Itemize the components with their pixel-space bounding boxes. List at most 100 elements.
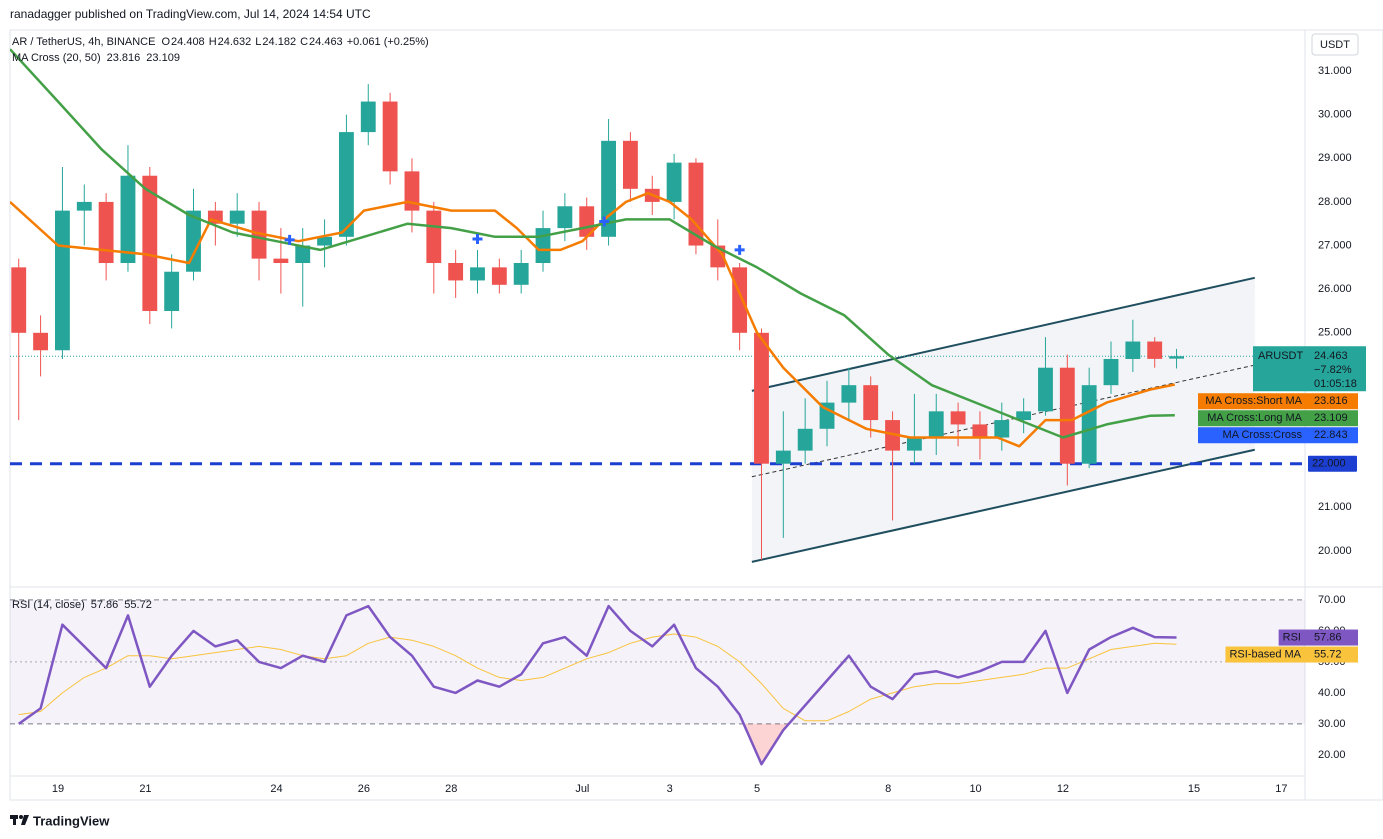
ma-label-box	[1198, 410, 1358, 427]
rsi-label-value: 57.86	[1314, 631, 1342, 643]
last-price-change: −7.82%	[1314, 364, 1352, 376]
candle-body	[273, 258, 289, 263]
candle-body	[295, 245, 311, 263]
ma-cross-marker	[472, 233, 483, 244]
candle-body	[622, 140, 638, 189]
y-tick-label: 20.000	[1318, 545, 1352, 557]
rsi-oversold-fill	[743, 723, 788, 765]
rsi-label-box	[1278, 629, 1358, 646]
y-tick-label: 27.000	[1318, 239, 1352, 251]
candle-body	[906, 437, 922, 451]
x-tick-label: 19	[52, 783, 64, 795]
y-tick-label: 29.000	[1318, 152, 1352, 164]
x-tick-label: 26	[358, 783, 370, 795]
candle-body	[229, 210, 245, 224]
ma-label-box	[1198, 393, 1358, 410]
last-price-value: 24.463	[1314, 350, 1348, 362]
rsi-line	[17, 604, 1177, 766]
x-tick-label: 10	[969, 783, 981, 795]
candle-body	[98, 201, 114, 263]
currency[interactable]: USDT	[1320, 39, 1350, 51]
ohlc-value: 24.182	[262, 36, 296, 48]
candle-body	[186, 210, 201, 272]
ohlc-key: H	[209, 36, 217, 48]
y-tick-label: 30.000	[1318, 109, 1352, 121]
candle-body	[1169, 356, 1184, 359]
channel-middle	[751, 364, 1255, 478]
candle-body	[535, 228, 551, 263]
ma-label-name: MA Cross:Long MA	[1207, 412, 1302, 424]
candle-body	[120, 175, 136, 263]
rsi-line	[18, 633, 1177, 722]
ohlc-key: C	[300, 36, 308, 48]
ma-line	[10, 191, 1176, 448]
level-label: 22.000	[1312, 458, 1346, 470]
candle-body	[841, 385, 857, 403]
candle-body	[710, 245, 726, 268]
x-tick-label: 28	[445, 783, 457, 795]
ma-cross-marker	[734, 244, 745, 255]
candle-body	[1081, 385, 1097, 464]
indicator-value: 55.72	[124, 599, 152, 611]
rsi-label-name: RSI-based MA	[1229, 648, 1301, 660]
candle-body	[754, 332, 769, 464]
candle-body	[928, 411, 944, 438]
candle-body	[11, 267, 27, 333]
x-tick-label: 21	[139, 783, 151, 795]
ma-cross-marker	[284, 234, 295, 245]
candle-body	[338, 132, 354, 237]
candle-body	[688, 162, 704, 246]
symbol-title: AR / TetherUS, 4h, BINANCE	[12, 36, 155, 48]
y-tick-label: 26.000	[1318, 283, 1352, 295]
last-price-box	[1253, 346, 1366, 392]
candle-body	[317, 236, 333, 246]
candle-body	[76, 201, 92, 211]
rsi-tick-label: 30.00	[1318, 718, 1346, 730]
ma-label-name: MA Cross:Cross	[1223, 429, 1303, 441]
ohlc-value: 24.408	[171, 36, 205, 48]
indicator-value: 23.816	[107, 52, 141, 64]
candle-body	[448, 262, 464, 281]
candle-body	[819, 402, 835, 429]
price-pane	[10, 48, 1305, 563]
y-tick-label: 28.000	[1318, 196, 1352, 208]
candle-body	[797, 428, 813, 451]
x-tick-label: 5	[754, 783, 760, 795]
change: +0.061 (+0.25%)	[347, 36, 429, 48]
ma-label-value: 23.816	[1314, 395, 1348, 407]
x-tick-label: Jul	[575, 783, 589, 795]
candle-body	[557, 206, 573, 229]
rsi-tick-label: 70.00	[1318, 594, 1346, 606]
candle-body	[142, 175, 158, 311]
rsi-tick-label: 20.00	[1318, 749, 1346, 761]
candle-body	[994, 420, 1010, 438]
candle-body	[863, 385, 879, 421]
candle-body	[426, 210, 442, 263]
candle-body	[775, 450, 791, 464]
candle-body	[491, 267, 507, 285]
rsi-pane	[10, 599, 1305, 766]
indicator-name: MA Cross (20, 50)	[12, 52, 101, 64]
ma-label-value: 22.843	[1314, 429, 1348, 441]
candle-body	[972, 424, 988, 438]
candle-body	[1059, 367, 1075, 464]
candle-body	[513, 262, 529, 285]
x-tick-label: 15	[1188, 783, 1200, 795]
candle-body	[666, 162, 682, 202]
indicator-name: RSI (14, close)	[12, 599, 85, 611]
channel-upper	[751, 276, 1255, 392]
candle-body	[1016, 411, 1032, 421]
channel-lower	[751, 448, 1255, 563]
candle-body	[950, 411, 966, 425]
currency-box[interactable]	[1311, 33, 1359, 56]
ohlc-key: L	[255, 36, 261, 48]
ma-label-name: MA Cross:Short MA	[1205, 395, 1302, 407]
candle-body	[1103, 358, 1119, 386]
candle-body	[1038, 367, 1053, 412]
candle-body	[360, 101, 376, 133]
x-tick-label: 8	[885, 783, 891, 795]
rsi-label-name: RSI	[1283, 631, 1301, 643]
x-tick-label: 24	[270, 783, 282, 795]
x-tick-label: 3	[667, 783, 673, 795]
